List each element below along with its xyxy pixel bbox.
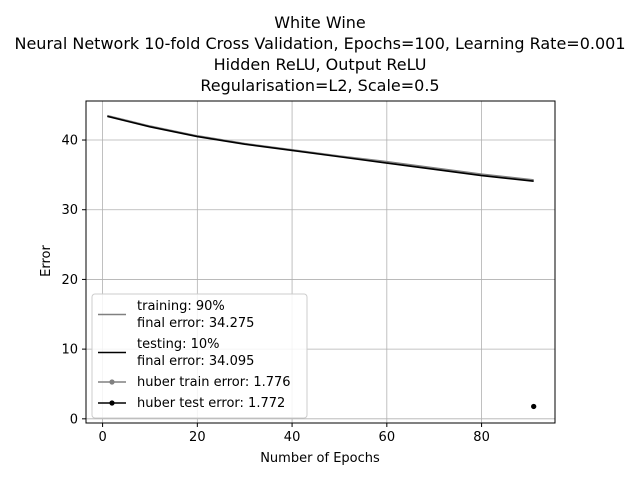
legend-marker-3 bbox=[109, 379, 115, 385]
x-axis-label: Number of Epochs bbox=[260, 451, 380, 466]
legend-box bbox=[91, 293, 308, 419]
series-line-2 bbox=[107, 115, 534, 182]
x-tick-label: 40 bbox=[284, 430, 301, 445]
y-tick-label: 40 bbox=[61, 134, 78, 149]
legend-label-3: huber train error: 1.776 bbox=[137, 375, 291, 390]
x-tick-label: 0 bbox=[98, 430, 106, 445]
legend-label-2: testing: 10% bbox=[137, 337, 219, 352]
x-tick-label: 20 bbox=[189, 430, 206, 445]
title-line-1: White Wine bbox=[274, 13, 366, 32]
y-tick-label: 0 bbox=[70, 412, 78, 427]
legend-label-4: huber test error: 1.772 bbox=[137, 396, 285, 411]
legend-label-2: final error: 34.095 bbox=[137, 354, 254, 369]
legend-marker-4 bbox=[109, 400, 115, 406]
series-point-4 bbox=[531, 403, 537, 410]
legend: training: 90% final error: 34.275 testing:… bbox=[91, 293, 308, 419]
axes: 0 20 40 60 80 0 10 20 30 40 bbox=[61, 100, 556, 445]
y-tick-label: 10 bbox=[61, 343, 78, 358]
plot-series bbox=[107, 114, 537, 410]
title-line-2: Neural Network 10-fold Cross Validation,… bbox=[14, 34, 625, 53]
legend-label-1: training: 90% bbox=[137, 299, 225, 314]
chart-title: White Wine Neural Network 10-fold Cross … bbox=[14, 13, 625, 95]
y-tick-label: 20 bbox=[61, 273, 78, 288]
x-tick-label: 80 bbox=[473, 430, 490, 445]
title-line-3: Hidden ReLU, Output ReLU bbox=[214, 55, 427, 74]
axes-frame bbox=[85, 100, 556, 424]
x-tick-label: 60 bbox=[379, 430, 396, 445]
legend-label-1: final error: 34.275 bbox=[137, 316, 254, 331]
y-tick-label: 30 bbox=[61, 203, 78, 218]
y-axis-label: Error bbox=[39, 245, 54, 277]
title-line-4: Regularisation=L2, Scale=0.5 bbox=[200, 76, 439, 95]
